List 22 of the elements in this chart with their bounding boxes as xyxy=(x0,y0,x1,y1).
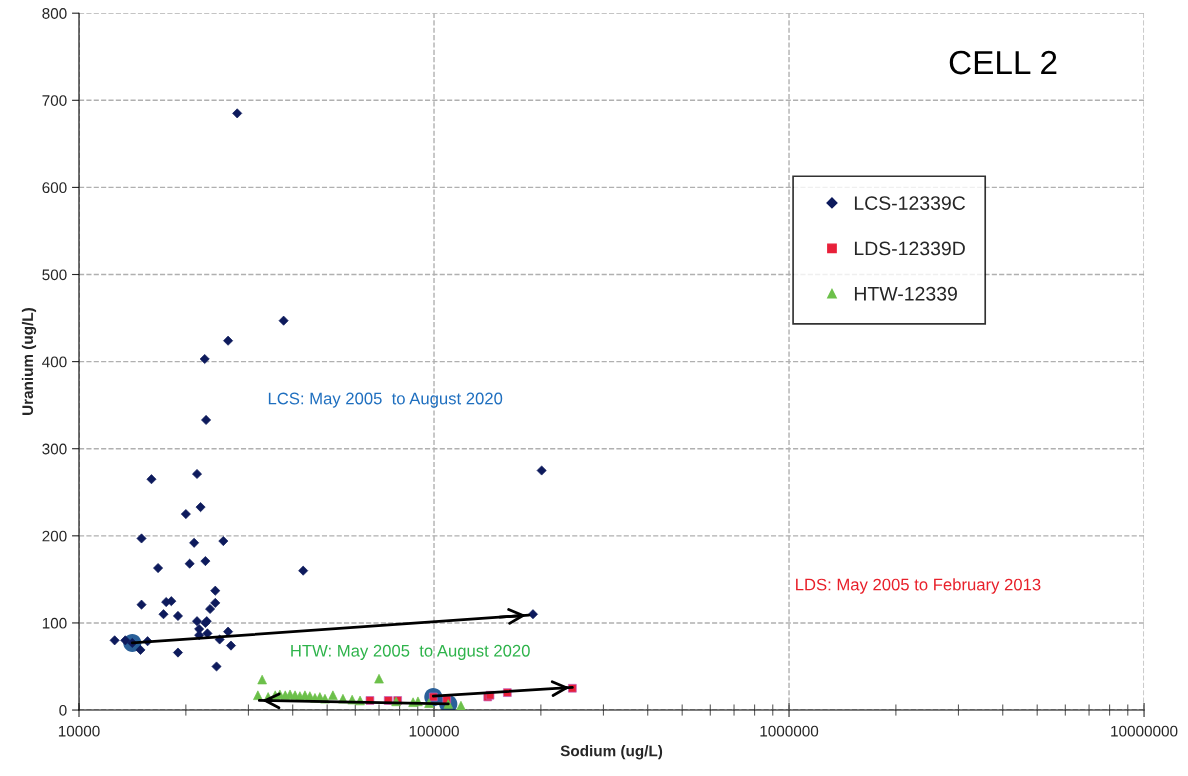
y-tick-label: 600 xyxy=(42,182,67,194)
y-tick-label: 0 xyxy=(59,704,67,716)
y-tick-label: 200 xyxy=(42,530,67,542)
annotation: CELL 2 xyxy=(949,50,1057,75)
y-axis-title: Uranium (ug/L) xyxy=(21,308,37,416)
y-tick-label: 700 xyxy=(42,95,67,106)
annotation: LCS: May 2005 to August 2020 xyxy=(268,392,503,408)
x-tick-label: 10000 xyxy=(58,725,100,737)
y-tick-label: 100 xyxy=(42,617,67,629)
x-axis-title: Sodium (ug/L) xyxy=(560,745,663,760)
y-tick-label: 800 xyxy=(42,8,67,19)
y-tick-label: 300 xyxy=(42,443,67,455)
legend-label: LCS-12339C xyxy=(854,196,966,210)
legend-label: HTW-12339 xyxy=(854,286,957,301)
legend-label: LDS-12339D xyxy=(854,241,965,256)
y-tick-label: 400 xyxy=(42,356,67,368)
x-tick-label: 1000000 xyxy=(760,725,819,737)
x-tick-label: 100000 xyxy=(409,725,459,737)
x-tick-label: 10000000 xyxy=(1111,725,1178,737)
annotation: LDS: May 2005 to February 2013 xyxy=(796,578,1041,594)
annotation: HTW: May 2005 to August 2020 xyxy=(291,644,530,660)
y-tick-label: 500 xyxy=(42,269,67,281)
